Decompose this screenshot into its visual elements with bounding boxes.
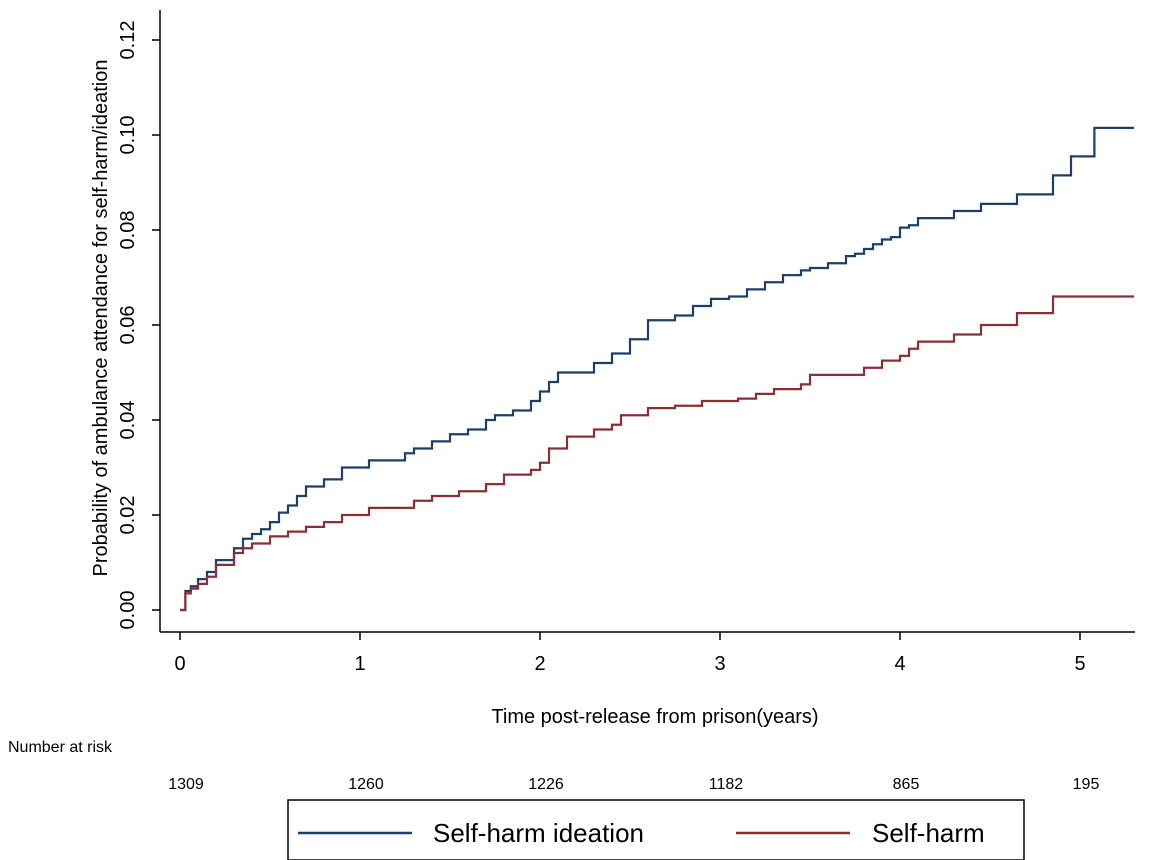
y-axis-title: Probability of ambulance attendance for … xyxy=(90,60,112,577)
legend-label-self-harm-ideation: Self-harm ideation xyxy=(433,818,644,848)
risk-count: 865 xyxy=(893,776,920,793)
x-tick-label: 4 xyxy=(894,653,905,675)
y-tick-label: 0.00 xyxy=(117,591,139,630)
x-tick-label: 2 xyxy=(534,653,545,675)
risk-count: 1226 xyxy=(528,776,564,793)
y-tick-label: 0.12 xyxy=(117,21,139,60)
series-line-self-harm-ideation xyxy=(180,126,1134,612)
risk-count: 1260 xyxy=(348,776,384,793)
y-tick-label: 0.04 xyxy=(117,401,139,440)
risk-table-label: Number at risk xyxy=(8,739,113,756)
x-tick-label: 3 xyxy=(714,653,725,675)
x-axis-title: Time post-release from prison(years) xyxy=(491,706,818,728)
risk-count: 1309 xyxy=(168,776,204,793)
y-tick-label: 0.10 xyxy=(117,116,139,155)
risk-count: 1182 xyxy=(709,776,744,793)
x-ticks: 0 1 2 3 4 5 xyxy=(174,632,1086,675)
y-ticks: 0.00 0.02 0.04 0.06 0.08 0.10 0.12 xyxy=(117,21,160,630)
x-tick-label: 1 xyxy=(354,653,365,675)
risk-counts: 1309 1260 1226 1182 865 195 xyxy=(168,776,1099,793)
x-tick-label: 0 xyxy=(174,653,185,675)
risk-count: 195 xyxy=(1073,776,1100,793)
risk-table: Number at risk 1309 1260 1226 1182 865 195 xyxy=(8,739,1099,793)
axes: 0.00 0.02 0.04 0.06 0.08 0.10 0.12 0 1 2 3 4 5 xyxy=(117,10,1135,675)
legend-label-self-harm: Self-harm xyxy=(872,818,985,848)
y-tick-label: 0.08 xyxy=(117,211,139,250)
series-line-self-harm xyxy=(180,295,1134,612)
series-layer xyxy=(180,126,1134,612)
y-tick-label: 0.02 xyxy=(117,496,139,535)
legend-box xyxy=(287,799,1025,860)
legend: Self-harm ideation Self-harm xyxy=(287,799,1025,860)
x-tick-label: 5 xyxy=(1074,653,1085,675)
y-tick-label: 0.06 xyxy=(117,306,139,345)
